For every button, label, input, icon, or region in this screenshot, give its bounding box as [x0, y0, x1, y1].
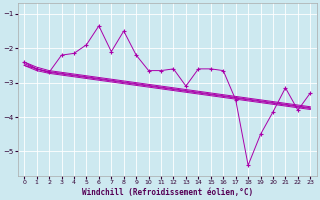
X-axis label: Windchill (Refroidissement éolien,°C): Windchill (Refroidissement éolien,°C) [82, 188, 253, 197]
